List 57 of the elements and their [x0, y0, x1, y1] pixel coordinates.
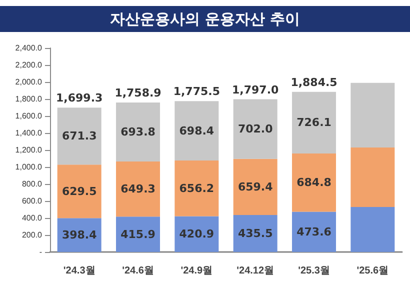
data-label: 684.8 — [296, 176, 332, 190]
y-tick-label: 2,000.0 — [15, 78, 43, 86]
y-tick-label: 400.0 — [22, 214, 43, 222]
data-label: 726.1 — [296, 116, 332, 130]
data-label: 656.2 — [179, 182, 214, 195]
y-tick-label: 200.0 — [22, 230, 43, 240]
total-label: 1,775.5 — [173, 85, 220, 98]
data-label: 693.8 — [120, 125, 156, 138]
y-tick-label: 2,400.0 — [15, 44, 43, 52]
bar — [292, 154, 336, 212]
bar — [350, 82, 395, 148]
data-label: 659.4 — [238, 180, 274, 194]
x-tick-label: '24.3월 — [63, 266, 96, 276]
total-label: 1,699.3 — [56, 92, 103, 105]
bar — [292, 92, 336, 154]
data-label: 435.5 — [238, 226, 273, 240]
y-tick-label: 1,000.0 — [15, 162, 43, 172]
bar — [292, 212, 336, 252]
bar — [116, 102, 160, 162]
data-label: 698.4 — [179, 124, 214, 138]
data-label: 398.4 — [62, 228, 98, 242]
bar — [116, 216, 160, 252]
y-tick-label: 1,800.0 — [15, 94, 43, 104]
data-label: 702.0 — [238, 122, 274, 136]
y-tick-label: 1,600.0 — [15, 112, 43, 120]
y-tick-label: 1,200.0 — [15, 146, 43, 154]
bar — [174, 160, 219, 216]
total-label: 1,884.5 — [290, 76, 338, 89]
x-tick-label: '24.9월 — [180, 266, 213, 276]
x-tick-label: '25.3월 — [298, 266, 330, 276]
bar — [57, 164, 102, 218]
data-label: 671.3 — [62, 130, 97, 143]
y-tick-label: 2,200.0 — [15, 60, 43, 70]
data-label: 420.9 — [179, 228, 214, 241]
bar — [350, 206, 395, 252]
x-tick-label: '24.6월 — [122, 266, 154, 276]
y-tick-label: - — [39, 248, 42, 256]
total-label: 1,797.0 — [232, 83, 279, 96]
data-label: 629.5 — [62, 184, 97, 198]
bar — [233, 99, 278, 159]
y-tick-label: 1,400.0 — [15, 128, 43, 138]
bar — [350, 147, 395, 207]
data-label: 415.9 — [120, 228, 156, 241]
data-label: 473.6 — [296, 225, 332, 238]
x-tick-label: '24.12월 — [236, 266, 274, 276]
bar — [174, 216, 219, 252]
chart-title: 자산운용사의 운용자산 추이 — [0, 6, 410, 32]
y-tick-label: 800.0 — [22, 180, 43, 188]
bar — [233, 158, 278, 215]
x-tick-label: '25.6월 — [356, 266, 389, 276]
data-label: 649.3 — [120, 182, 156, 196]
bar — [116, 161, 160, 217]
y-tick-label: 600.0 — [22, 196, 43, 206]
bar — [174, 101, 219, 160]
total-label: 1,758.9 — [114, 86, 162, 100]
bar — [57, 108, 102, 165]
bar — [233, 214, 278, 252]
